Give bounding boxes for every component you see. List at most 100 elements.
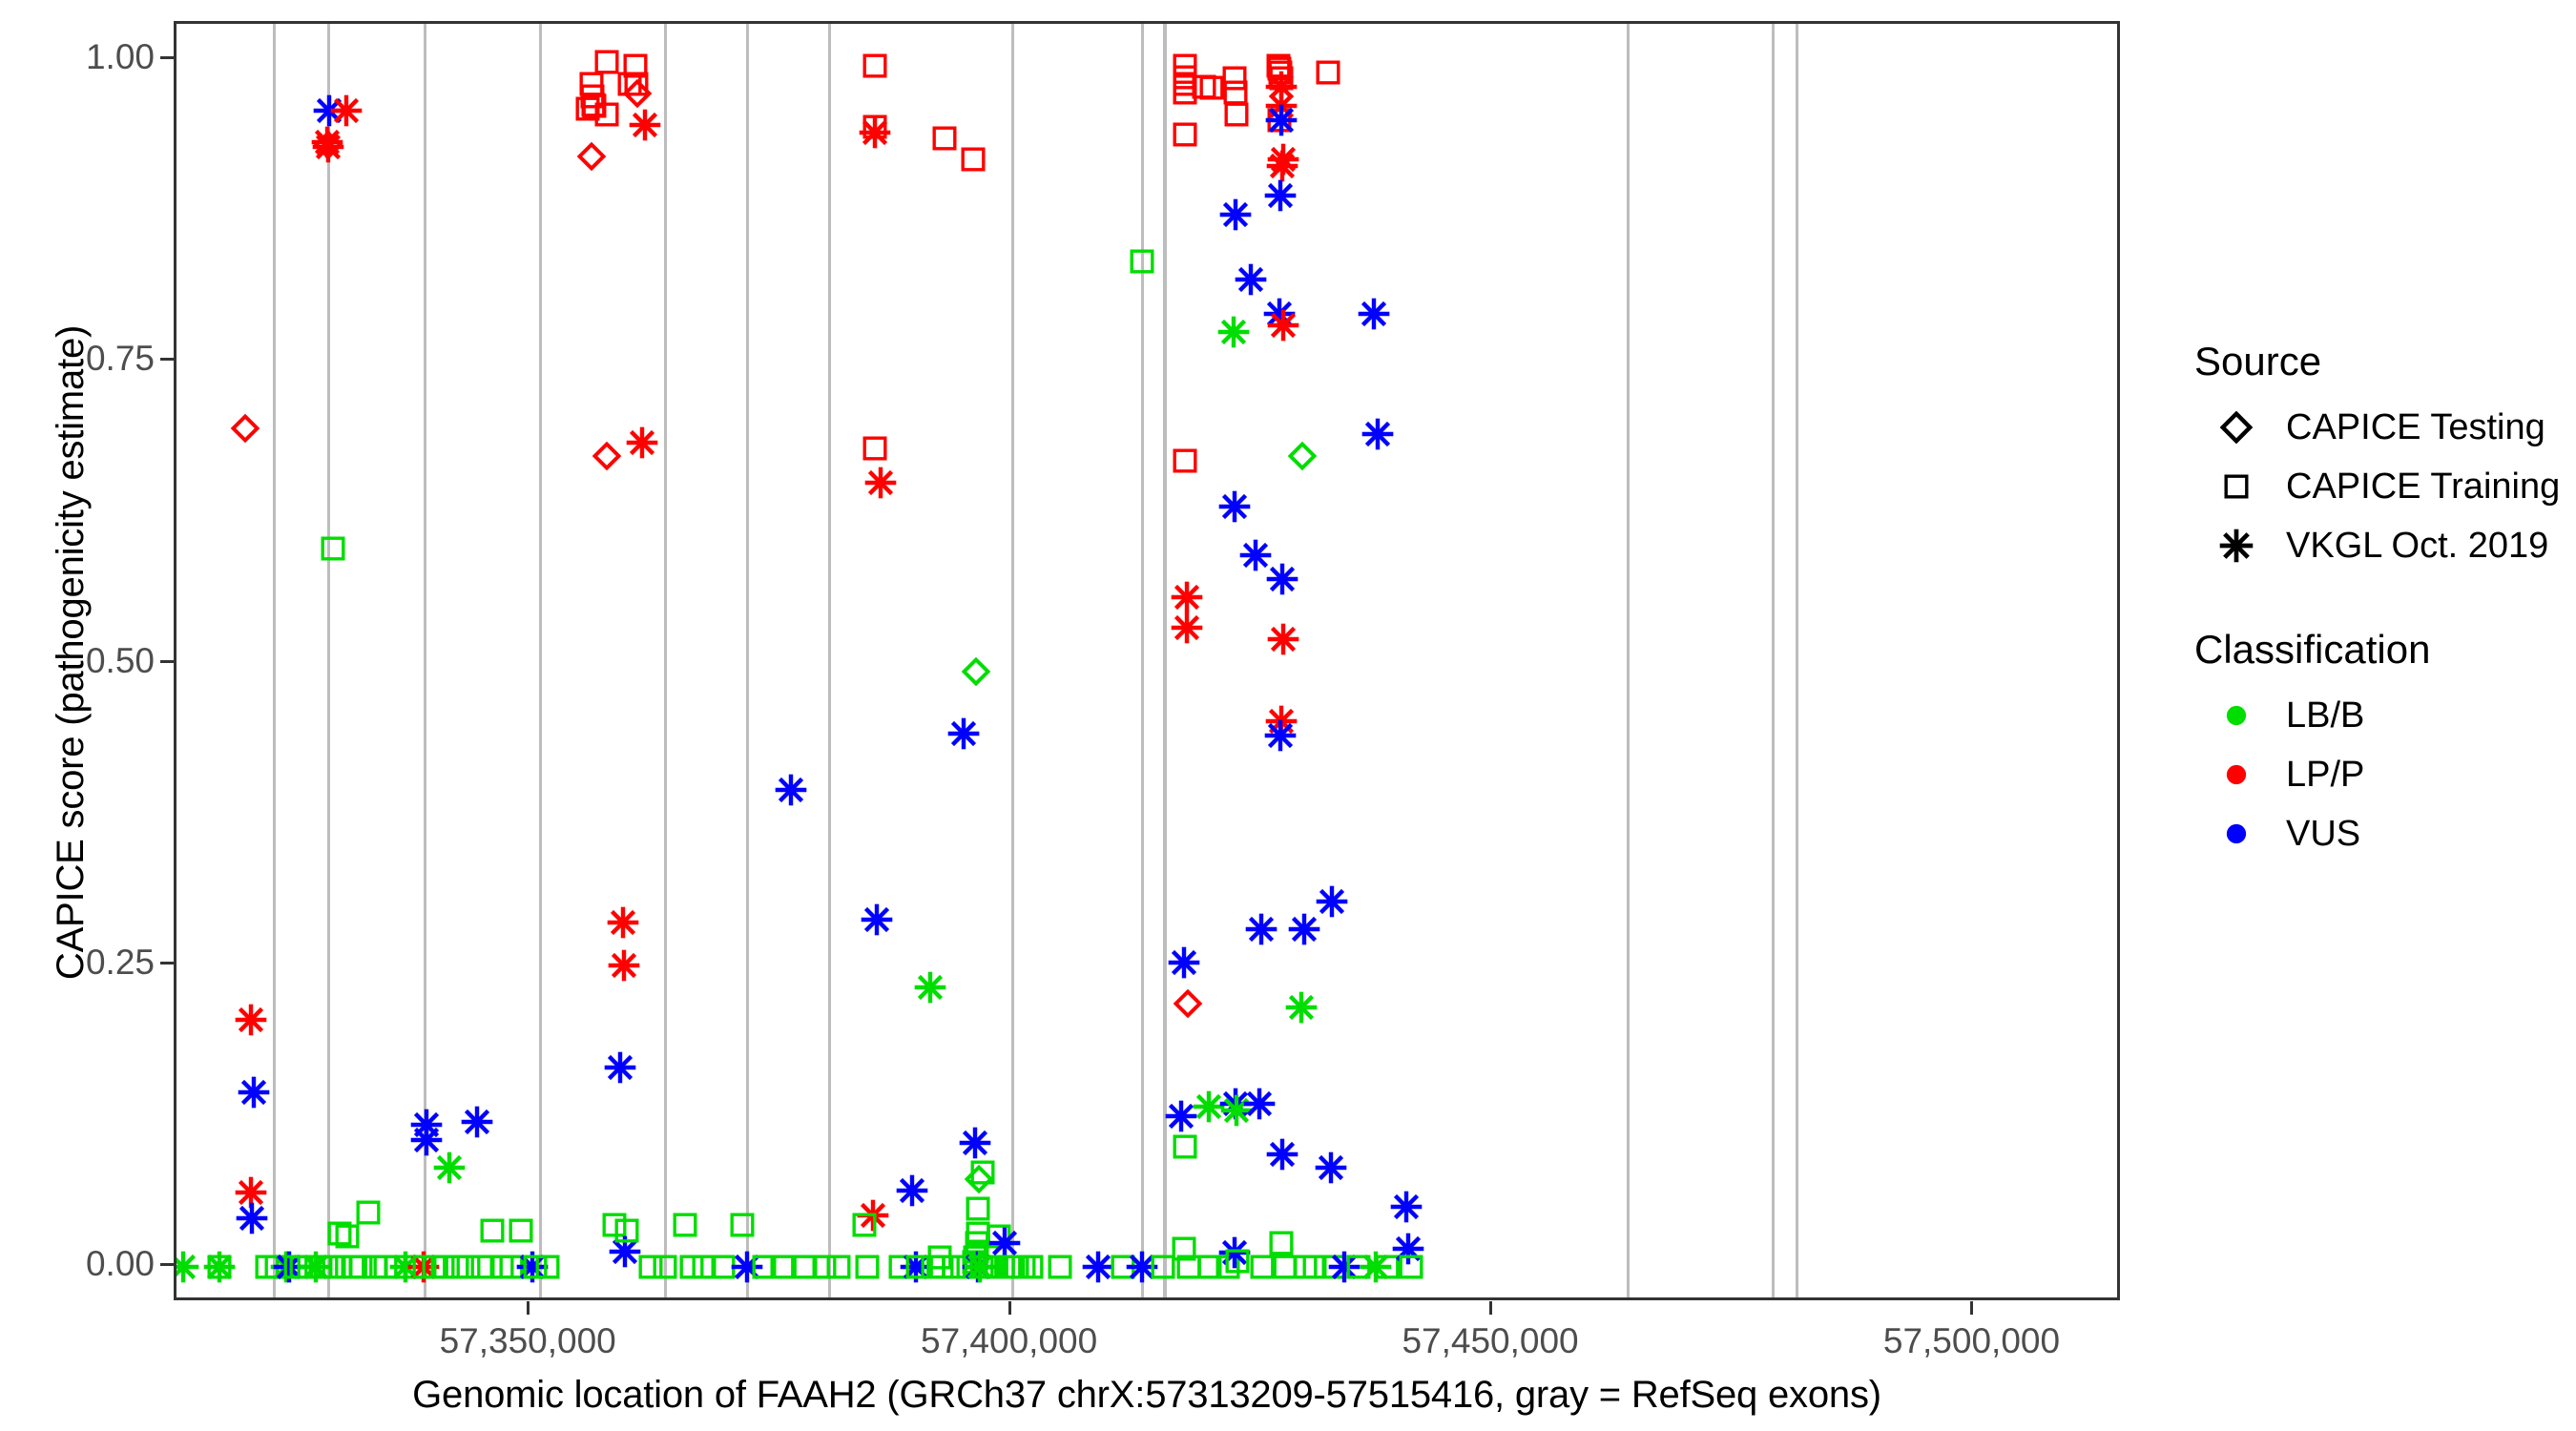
scatter-point bbox=[1197, 1255, 1222, 1279]
scatter-point bbox=[947, 717, 980, 750]
scatter-point bbox=[609, 1235, 641, 1268]
scatter-point bbox=[1218, 1236, 1251, 1269]
scatter-point bbox=[1264, 719, 1297, 752]
x-tick-label: 57,350,000 bbox=[439, 1321, 616, 1360]
legend: Source CAPICE Testing CAPICE Training VKGL … bbox=[2194, 339, 2576, 863]
y-tick-label: 0.25 bbox=[85, 942, 155, 982]
scatter-point bbox=[1199, 75, 1224, 100]
circle-icon bbox=[2208, 686, 2265, 745]
x-axis-title: Genomic location of FAAH2 (GRCh37 chrX:5… bbox=[412, 1374, 1881, 1416]
y-tick-label: 0.00 bbox=[85, 1244, 155, 1284]
legend-item[interactable]: VKGL Oct. 2019 bbox=[2194, 516, 2576, 575]
scatter-point bbox=[1171, 612, 1203, 644]
scatter-point bbox=[1173, 448, 1197, 473]
scatter-point bbox=[1165, 1100, 1197, 1132]
scatter-point bbox=[1361, 418, 1394, 450]
y-tick-label: 1.00 bbox=[85, 36, 155, 76]
scatter-point bbox=[576, 141, 607, 172]
scatter-point bbox=[1245, 913, 1278, 945]
refseq-exon-line bbox=[424, 24, 427, 1297]
refseq-exon-line bbox=[1010, 24, 1014, 1297]
refseq-exon-line bbox=[1771, 24, 1775, 1297]
scatter-point bbox=[859, 116, 891, 149]
scatter-point bbox=[1193, 1090, 1225, 1123]
scatter-point bbox=[608, 949, 640, 982]
x-tick-mark bbox=[1489, 1301, 1493, 1315]
scatter-point bbox=[207, 1255, 232, 1279]
legend-item[interactable]: VUS bbox=[2194, 804, 2576, 863]
scatter-point bbox=[1172, 1236, 1196, 1261]
scatter-point bbox=[1048, 1255, 1072, 1279]
refseq-exon-line bbox=[827, 24, 831, 1297]
scatter-point bbox=[604, 1051, 636, 1084]
scatter-point bbox=[236, 1202, 268, 1234]
scatter-point bbox=[1082, 1251, 1114, 1283]
legend-item[interactable]: CAPICE Training bbox=[2194, 457, 2576, 516]
y-tick-mark bbox=[160, 358, 174, 362]
refseq-exon-line bbox=[664, 24, 668, 1297]
scatter-point bbox=[862, 53, 887, 78]
scatter-point bbox=[1224, 102, 1249, 127]
scatter-point bbox=[730, 1213, 755, 1237]
scatter-point bbox=[1287, 441, 1318, 471]
legend-item-label: CAPICE Training bbox=[2286, 466, 2561, 507]
scatter-point bbox=[855, 1255, 880, 1279]
scatter-point bbox=[1399, 1255, 1423, 1279]
scatter-point bbox=[321, 536, 345, 561]
scatter-point bbox=[535, 1255, 560, 1279]
scatter-point bbox=[852, 1213, 877, 1237]
legend-item-label: LB/B bbox=[2286, 695, 2365, 736]
scatter-point bbox=[1285, 991, 1318, 1024]
scatter-point bbox=[862, 436, 887, 461]
refseq-exon-line bbox=[1795, 24, 1798, 1297]
asterisk-icon bbox=[2208, 516, 2265, 575]
y-tick-mark bbox=[160, 1263, 174, 1267]
scatter-point bbox=[864, 467, 897, 499]
scatter-point bbox=[966, 1196, 990, 1221]
refseq-exon-line bbox=[746, 24, 750, 1297]
scatter-point bbox=[812, 1255, 837, 1279]
scatter-point bbox=[1288, 913, 1320, 945]
scatter-point bbox=[330, 94, 363, 127]
legend-item-label: LP/P bbox=[2286, 754, 2365, 795]
scatter-point bbox=[410, 1109, 443, 1141]
legend-item[interactable]: LB/B bbox=[2194, 686, 2576, 745]
scatter-point bbox=[356, 1200, 381, 1225]
x-tick-label: 57,400,000 bbox=[921, 1321, 1098, 1360]
circle-icon bbox=[2208, 804, 2265, 863]
scatter-point bbox=[932, 126, 957, 151]
scatter-point bbox=[1316, 60, 1340, 85]
x-tick-mark bbox=[527, 1301, 530, 1315]
scatter-point bbox=[988, 1227, 1021, 1259]
scatter-point bbox=[1375, 1255, 1400, 1279]
scatter-point bbox=[582, 93, 607, 118]
scatter-point bbox=[1130, 249, 1154, 274]
scatter-point bbox=[1266, 1138, 1298, 1171]
scatter-point bbox=[1328, 1251, 1361, 1283]
scatter-point bbox=[673, 1213, 697, 1237]
legend-item[interactable]: CAPICE Testing bbox=[2194, 398, 2576, 457]
refseq-exon-line bbox=[1627, 24, 1631, 1297]
refseq-exon-line bbox=[1140, 24, 1144, 1297]
scatter-point bbox=[509, 1218, 533, 1243]
legend-item-label: VUS bbox=[2286, 813, 2361, 854]
scatter-point bbox=[1265, 104, 1298, 136]
scatter-point bbox=[970, 1160, 995, 1185]
scatter-point bbox=[1358, 298, 1390, 330]
scatter-point bbox=[327, 1221, 352, 1246]
scatter-point bbox=[594, 50, 619, 74]
legend-item[interactable]: LP/P bbox=[2194, 745, 2576, 804]
scatter-point bbox=[638, 1255, 663, 1279]
y-tick-mark bbox=[160, 961, 174, 964]
scatter-point bbox=[480, 1218, 505, 1243]
scatter-point bbox=[1171, 581, 1203, 613]
scatter-point bbox=[629, 109, 661, 141]
scatter-point bbox=[177, 1251, 199, 1283]
scatter-point bbox=[861, 903, 893, 936]
scatter-point bbox=[607, 906, 639, 939]
scatter-point bbox=[623, 53, 648, 78]
scatter-point bbox=[235, 1004, 267, 1036]
scatter-point bbox=[1168, 946, 1200, 979]
scatter-point bbox=[1315, 1151, 1347, 1184]
